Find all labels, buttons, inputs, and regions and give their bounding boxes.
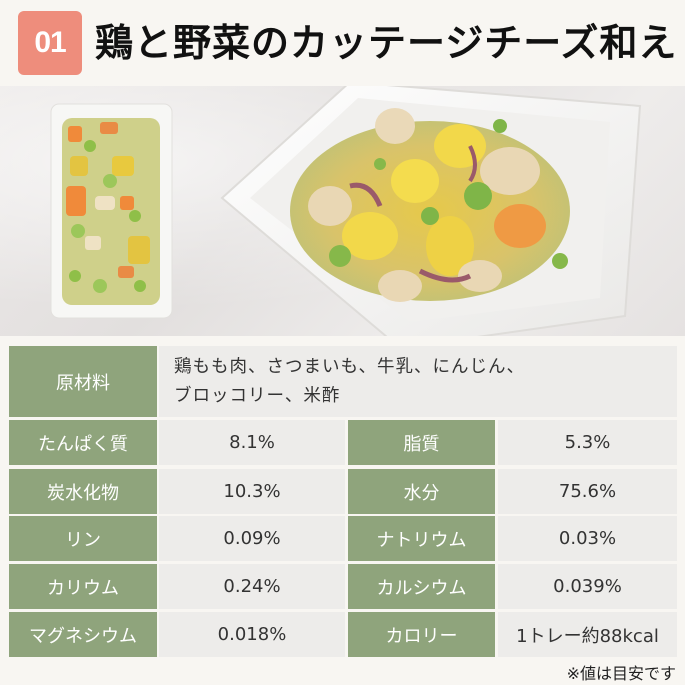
nutrient-label: マグネシウム — [9, 612, 157, 657]
nutrient-label: ナトリウム — [348, 516, 495, 561]
nutrient-value: 5.3% — [498, 420, 677, 465]
nutrient-label: カロリー — [348, 612, 495, 657]
table-row-ingredients: 原材料 鶏もも肉、さつまいも、牛乳、にんじん、 ブロッコリー、米酢 — [9, 346, 677, 417]
number-badge: 01 — [18, 11, 82, 75]
table-row: カリウム 0.24% カルシウム 0.039% — [9, 564, 677, 609]
table-row: たんぱく質 8.1% 脂質 5.3% — [9, 420, 677, 465]
nutrient-value: 0.018% — [159, 612, 345, 657]
nutrient-value: 75.6% — [498, 469, 677, 514]
nutrient-label: 脂質 — [348, 420, 495, 465]
bowl — [220, 86, 642, 336]
ingredients-line-1: 鶏もも肉、さつまいも、牛乳、にんじん、 — [174, 356, 525, 377]
table-row: 炭水化物 10.3% 水分 75.6% — [9, 469, 677, 514]
table-row: マグネシウム 0.018% カロリー 1トレー約88kcal — [9, 612, 677, 657]
header: 01 鶏と野菜のカッテージチーズ和え — [0, 0, 685, 86]
food-photo-illustration — [50, 86, 642, 336]
ingredients-value: 鶏もも肉、さつまいも、牛乳、にんじん、 ブロッコリー、米酢 — [159, 346, 677, 417]
nutrient-label: カリウム — [9, 564, 157, 609]
nutrient-value: 0.039% — [498, 564, 677, 609]
nutrient-value: 10.3% — [159, 469, 345, 514]
page-title: 鶏と野菜のカッテージチーズ和え — [95, 21, 678, 65]
ingredients-line-2: ブロッコリー、米酢 — [174, 385, 341, 406]
nutrient-value: 0.24% — [159, 564, 345, 609]
nutrient-label: たんぱく質 — [9, 420, 157, 465]
nutrient-label: カルシウム — [348, 564, 495, 609]
nutrient-label: 水分 — [348, 469, 495, 514]
nutrient-value: 1トレー約88kcal — [498, 612, 677, 657]
nutrient-value: 0.03% — [498, 516, 677, 561]
ingredients-label: 原材料 — [9, 346, 157, 417]
nutrient-label: リン — [9, 516, 157, 561]
nutrient-value: 0.09% — [159, 516, 345, 561]
footnote: ※値は目安です — [566, 664, 676, 683]
table-row: リン 0.09% ナトリウム 0.03% — [9, 516, 677, 561]
tray — [50, 103, 173, 319]
food-photo — [0, 86, 685, 336]
nutrient-value: 8.1% — [159, 420, 345, 465]
nutrient-label: 炭水化物 — [9, 469, 157, 514]
